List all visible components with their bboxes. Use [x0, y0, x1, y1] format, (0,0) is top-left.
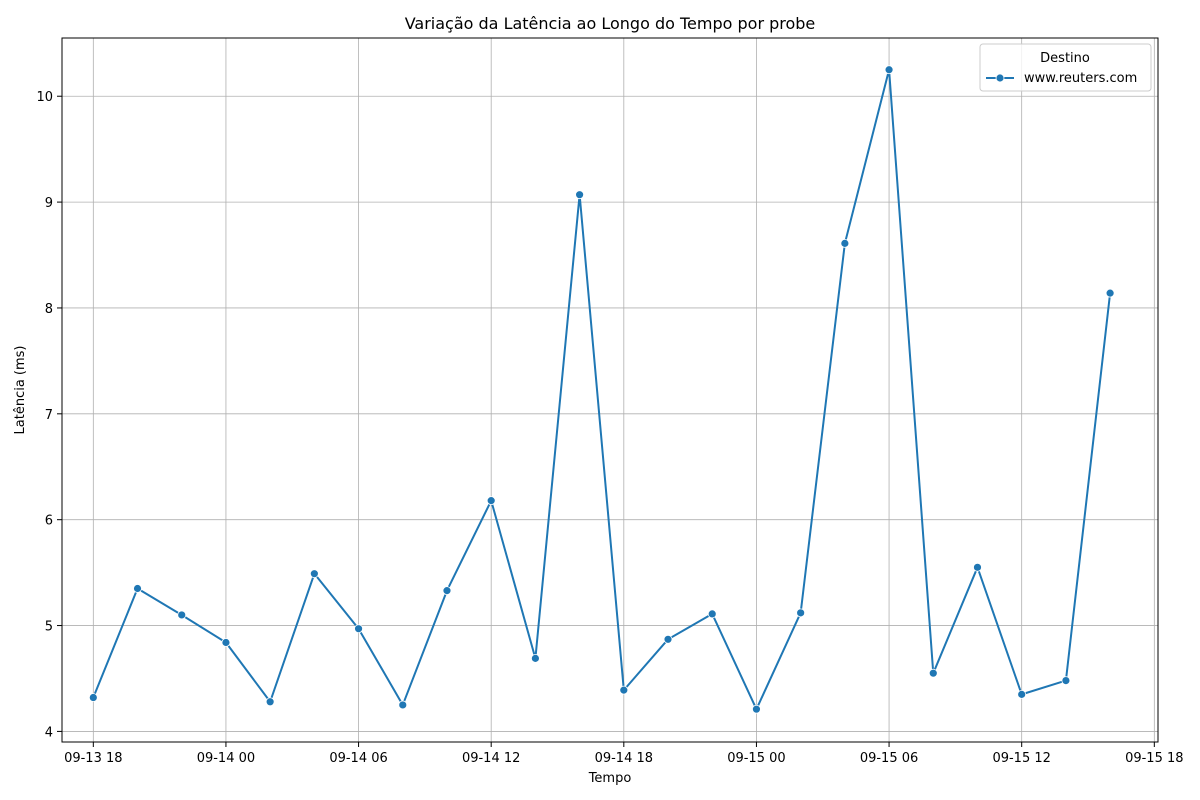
- data-point: [309, 569, 319, 579]
- data-point: [663, 634, 673, 644]
- data-point: [840, 238, 850, 248]
- data-point: [796, 608, 806, 618]
- data-point: [221, 638, 231, 647]
- legend: Destino www.reuters.com: [979, 43, 1152, 92]
- data-point: [707, 609, 717, 619]
- x-tick-label: 09-15 06: [860, 751, 918, 766]
- data-point: [1017, 689, 1027, 699]
- y-tick-label: 7: [45, 408, 53, 423]
- data-point: [575, 190, 585, 200]
- x-tick-label: 09-14 18: [595, 751, 653, 766]
- y-tick-label: 9: [45, 196, 53, 211]
- data-point: [884, 65, 894, 75]
- y-axis-title: Latência (ms): [13, 346, 28, 435]
- legend-title: Destino: [1040, 51, 1090, 66]
- x-tick-label: 09-15 00: [727, 751, 785, 766]
- x-tick-label: 09-14 06: [329, 751, 387, 766]
- x-tick-label: 09-14 00: [197, 751, 255, 766]
- series-line: [92, 68, 1112, 711]
- data-point: [442, 586, 452, 596]
- y-tick-label: 10: [36, 90, 53, 105]
- x-tick-label: 09-13 18: [64, 751, 122, 766]
- x-tick-label: 09-15 18: [1125, 751, 1183, 766]
- y-tick-label: 4: [45, 725, 53, 740]
- x-tick-label: 09-14 12: [462, 751, 520, 766]
- data-point: [354, 624, 363, 634]
- chart-title: Variação da Latência ao Longo do Tempo p…: [405, 14, 816, 33]
- grid: [62, 38, 1158, 742]
- x-axis: 09-13 18 09-14 00 09-14 06 09-14 12 09-14 18…: [64, 742, 1184, 766]
- y-tick-label: 6: [45, 514, 53, 529]
- data-point: [265, 697, 275, 707]
- data-point: [88, 693, 98, 702]
- y-tick-label: 5: [45, 620, 53, 635]
- legend-box: [979, 43, 1152, 92]
- x-axis-title: Tempo: [588, 771, 632, 786]
- legend-point-marker: [995, 73, 1005, 83]
- data-point: [619, 685, 629, 695]
- data-point: [133, 584, 142, 593]
- data-point: [928, 668, 938, 678]
- x-tick-label: 09-15 12: [992, 751, 1050, 766]
- data-point: [398, 700, 408, 710]
- data-point: [486, 496, 496, 506]
- y-tick-label: 8: [45, 302, 53, 317]
- data-point: [752, 704, 761, 714]
- plot-area: [61, 37, 1159, 743]
- legend-entry-label: www.reuters.com: [1024, 71, 1137, 86]
- data-point: [530, 653, 540, 663]
- data-point: [177, 610, 187, 620]
- data-point: [973, 562, 982, 572]
- data-point: [1061, 676, 1071, 685]
- y-axis: 4 5 6 7 8 9 10: [36, 90, 62, 740]
- data-point: [1105, 288, 1115, 298]
- series-group: [88, 65, 1115, 714]
